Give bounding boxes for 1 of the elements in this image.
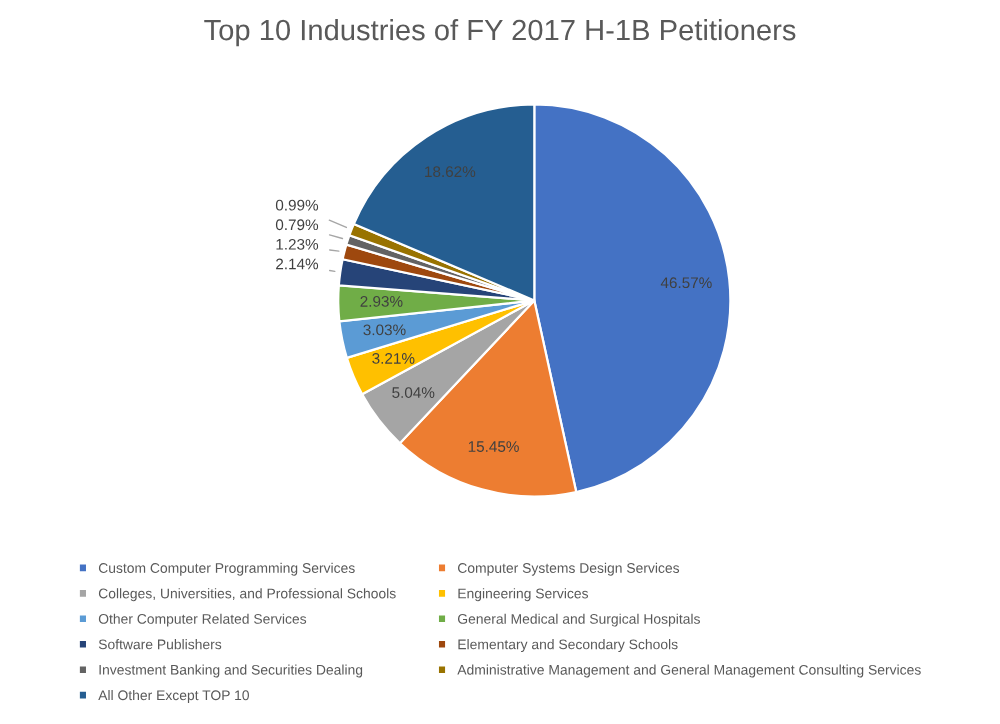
chart-title: Top 10 Industries of FY 2017 H-1B Petitioners [204,18,796,47]
